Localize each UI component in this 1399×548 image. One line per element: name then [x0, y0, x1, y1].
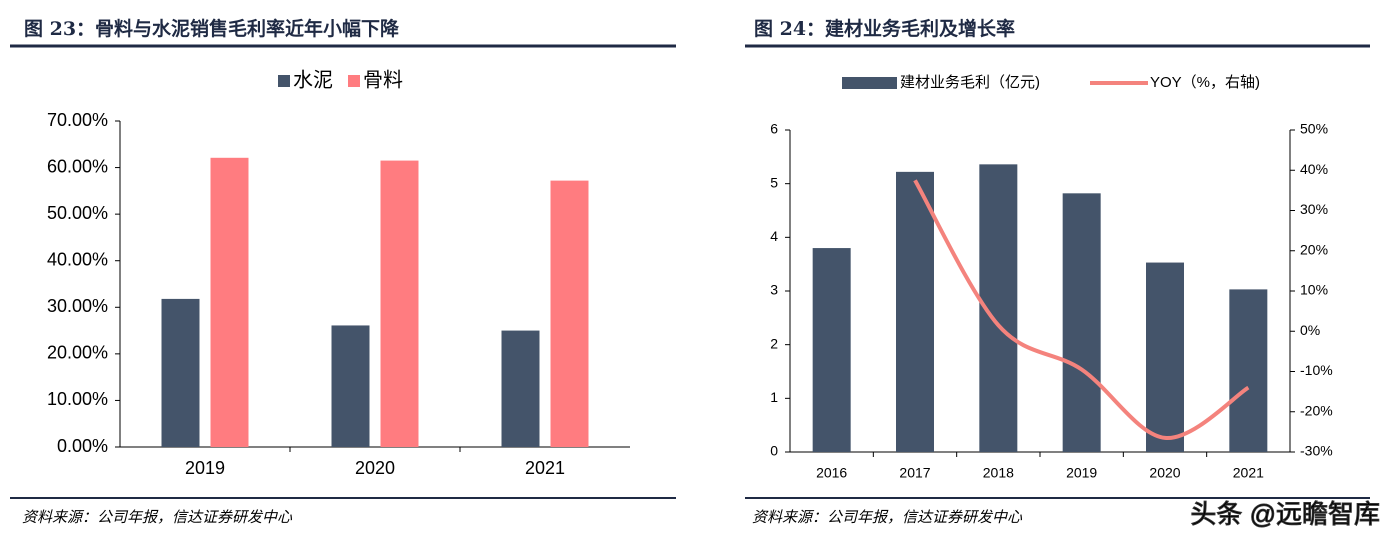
legend-label: YOY（%，右轴) [1150, 74, 1260, 91]
y-tick-label: 2 [770, 335, 778, 351]
y-tick-label: 50.00% [47, 203, 108, 223]
x-tick-label: 2019 [185, 458, 225, 478]
y-tick-label: 1 [770, 389, 778, 405]
y-tick-label: 0 [770, 443, 778, 459]
y2-tick-label: 50% [1300, 121, 1328, 137]
bar [896, 171, 934, 453]
y-tick-label: 6 [770, 121, 778, 137]
y2-tick-label: 0% [1300, 322, 1320, 338]
legend-swatch [842, 77, 897, 89]
legend-label: 建材业务毛利（亿元) [900, 74, 1040, 91]
x-tick-label: 2017 [899, 465, 930, 481]
x-tick-label: 2020 [1149, 465, 1180, 481]
bar [812, 248, 851, 452]
x-tick-label: 2021 [1233, 465, 1264, 481]
y-tick-label: 30.00% [47, 296, 108, 316]
y2-tick-label: 40% [1300, 161, 1328, 177]
y-tick-label: 70.00% [47, 110, 108, 130]
y-tick-label: 0.00% [57, 436, 108, 456]
x-tick-label: 2021 [525, 458, 565, 478]
y2-tick-label: -10% [1300, 362, 1333, 378]
y-tick-label: 3 [770, 282, 778, 298]
y-tick-label: 5 [770, 174, 778, 190]
y-tick-label: 4 [770, 228, 778, 244]
legend-swatch [278, 75, 290, 87]
bar [1146, 262, 1184, 452]
y-tick-label: 10.00% [47, 389, 108, 409]
y-tick-label: 20.00% [47, 343, 108, 363]
legend-swatch [348, 75, 360, 87]
bar [1062, 193, 1101, 452]
legend-label: 水泥 [293, 68, 333, 91]
y2-tick-label: 10% [1300, 282, 1328, 298]
x-tick-label: 2016 [816, 465, 847, 481]
bar [210, 157, 249, 447]
y-tick-label: 40.00% [47, 249, 108, 269]
y2-tick-label: 20% [1300, 241, 1328, 257]
bar [1229, 289, 1268, 452]
bar [380, 160, 419, 448]
source: 资料来源：公司年报，信达证券研发中心 [752, 508, 1023, 526]
y2-tick-label: 30% [1300, 201, 1328, 217]
y-tick-label: 60.00% [47, 156, 108, 176]
bar [550, 180, 589, 447]
legend-label: 骨料 [363, 68, 403, 91]
bar [161, 298, 200, 447]
figure-title: 图 24：建材业务毛利及增长率 [754, 17, 1015, 40]
source: 资料来源：公司年报，信达证券研发中心 [22, 508, 293, 526]
y2-tick-label: -30% [1300, 443, 1333, 459]
watermark: 头条 @远瞻智库 [1190, 499, 1380, 529]
bar [501, 330, 540, 447]
x-tick-label: 2018 [983, 465, 1014, 481]
line [913, 179, 1250, 440]
bar [331, 325, 370, 447]
figure-title: 图 23：骨料与水泥销售毛利率近年小幅下降 [24, 17, 400, 40]
x-tick-label: 2019 [1066, 465, 1097, 481]
x-tick-label: 2020 [355, 458, 395, 478]
y2-tick-label: -20% [1300, 402, 1333, 418]
